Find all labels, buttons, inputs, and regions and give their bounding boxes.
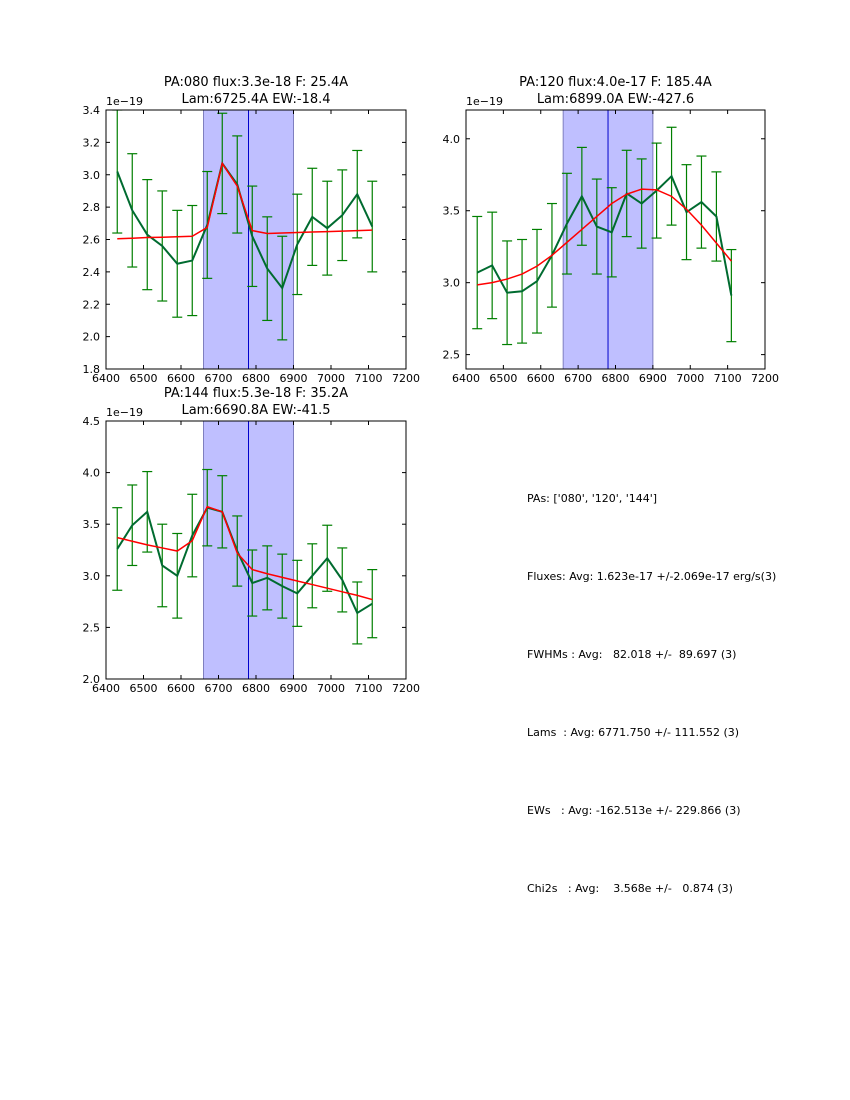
y-tick-label: 3.5 — [83, 518, 101, 531]
chart-title-line2: Lam:6725.4A EW:-18.4 — [181, 92, 330, 107]
stats-pas: PAs: ['080', '120', '144'] — [527, 492, 658, 505]
summary-stats: PAs: ['080', '120', '144'] Fluxes: Avg: … — [527, 434, 776, 928]
y-tick-label: 3.2 — [83, 136, 101, 149]
x-tick-label: 6600 — [167, 682, 195, 695]
plot-area — [112, 110, 378, 341]
x-tick-label: 6600 — [527, 372, 555, 385]
y-offset-label: 1e−19 — [106, 406, 143, 419]
y-tick-label: 2.8 — [83, 201, 101, 214]
y-tick-label: 3.5 — [443, 205, 461, 218]
plot-area — [112, 468, 378, 645]
x-tick-label: 6600 — [167, 372, 195, 385]
y-tick-label: 4.0 — [443, 133, 461, 146]
stats-chi2s: Chi2s : Avg: 3.568e +/- 0.874 (3) — [527, 882, 733, 895]
y-tick-label: 2.2 — [83, 298, 101, 311]
series-model-line — [117, 505, 373, 601]
x-tick-label: 7200 — [751, 372, 779, 385]
x-tick-label: 6900 — [639, 372, 667, 385]
x-tick-label: 7200 — [392, 372, 420, 385]
y-tick-label: 2.5 — [443, 349, 461, 362]
series-model-line — [477, 188, 732, 286]
y-tick-label: 4.0 — [83, 467, 101, 480]
plot-area — [472, 126, 737, 346]
x-tick-label: 6900 — [280, 372, 308, 385]
x-tick-label: 6500 — [489, 372, 517, 385]
stats-fwhms: FWHMs : Avg: 82.018 +/- 89.697 (3) — [527, 648, 737, 661]
y-tick-label: 2.0 — [83, 673, 101, 686]
y-tick-label: 1.8 — [83, 363, 101, 376]
x-tick-label: 7200 — [392, 682, 420, 695]
panel-pa080: 6400 6500 6600 6700 6800 6900 7000 7100 7200 1.8 2… — [83, 75, 421, 385]
chart-title-line1: PA:120 flux:4.0e-17 F: 185.4A — [519, 75, 712, 90]
x-tick-label: 6400 — [452, 372, 480, 385]
x-tick-label: 7100 — [355, 372, 383, 385]
x-tick-label: 6800 — [602, 372, 630, 385]
x-tick-label: 6800 — [242, 372, 270, 385]
y-tick-label: 3.0 — [443, 277, 461, 290]
stats-fluxes: Fluxes: Avg: 1.623e-17 +/-2.069e-17 erg/… — [527, 570, 777, 583]
y-tick-label: 3.0 — [83, 570, 101, 583]
x-tick-label: 7000 — [676, 372, 704, 385]
stats-lams: Lams : Avg: 6771.750 +/- 111.552 (3) — [527, 726, 740, 739]
chart-title-line2: Lam:6690.8A EW:-41.5 — [181, 403, 330, 418]
x-tick-label: 6900 — [280, 682, 308, 695]
x-tick-label: 6400 — [92, 372, 120, 385]
x-tick-label: 6500 — [130, 682, 158, 695]
panel-pa120: 6400 6500 6600 6700 6800 6900 7000 7100 7200 2.5 3… — [443, 75, 780, 385]
x-tick-label: 7000 — [317, 682, 345, 695]
x-tick-label: 6800 — [242, 682, 270, 695]
chart-title-line2: Lam:6899.0A EW:-427.6 — [537, 92, 694, 107]
y-offset-label: 1e−19 — [466, 95, 503, 108]
x-tick-label: 7100 — [714, 372, 742, 385]
x-tick-label: 6700 — [205, 372, 233, 385]
series-data-line — [116, 506, 373, 615]
y-tick-label: 2.4 — [83, 266, 101, 279]
chart-title-line1: PA:144 flux:5.3e-18 F: 35.2A — [164, 386, 348, 401]
y-tick-label: 3.4 — [83, 104, 101, 117]
x-tick-label: 6700 — [564, 372, 592, 385]
x-tick-label: 6400 — [92, 682, 120, 695]
y-tick-label: 3.0 — [83, 169, 101, 182]
y-tick-label: 2.6 — [83, 234, 101, 247]
x-tick-label: 7000 — [317, 372, 345, 385]
x-tick-label: 6700 — [205, 682, 233, 695]
x-tick-label: 7100 — [355, 682, 383, 695]
y-tick-label: 2.0 — [83, 331, 101, 344]
chart-title-line1: PA:080 flux:3.3e-18 F: 25.4A — [164, 75, 348, 90]
series-data-line — [476, 174, 733, 296]
stats-ews: EWs : Avg: -162.513e +/- 229.866 (3) — [527, 804, 741, 817]
x-tick-label: 6500 — [130, 372, 158, 385]
panel-pa144: 6400 6500 6600 6700 6800 6900 7000 7100 7200 2.0 2… — [83, 386, 421, 695]
y-offset-label: 1e−19 — [106, 95, 143, 108]
y-tick-label: 2.5 — [83, 621, 101, 634]
y-tick-label: 4.5 — [83, 415, 101, 428]
series-model-line — [117, 161, 373, 240]
